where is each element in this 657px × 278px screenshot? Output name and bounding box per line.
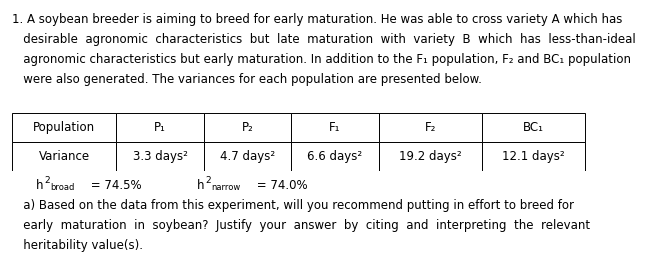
- Bar: [12, 113, 116, 142]
- Text: broad: broad: [51, 183, 75, 192]
- Text: a) Based on the data from this experiment, will you recommend putting in effort : a) Based on the data from this experimen…: [12, 199, 574, 212]
- Text: were also generated. The variances for each population are presented below.: were also generated. The variances for e…: [12, 73, 482, 86]
- Text: BC₁: BC₁: [523, 121, 544, 134]
- Text: heritability value(s).: heritability value(s).: [12, 239, 143, 252]
- Text: = 74.5%: = 74.5%: [87, 179, 142, 192]
- Bar: [378, 113, 482, 142]
- Text: 12.1 days²: 12.1 days²: [502, 150, 565, 163]
- Text: F₁: F₁: [329, 121, 340, 134]
- Text: F₂: F₂: [424, 121, 436, 134]
- Bar: [116, 142, 204, 171]
- Text: = 74.0%: = 74.0%: [253, 179, 307, 192]
- Text: Variance: Variance: [39, 150, 89, 163]
- Bar: [291, 142, 378, 171]
- Bar: [116, 113, 204, 142]
- Text: narrow: narrow: [212, 183, 241, 192]
- Bar: [482, 142, 585, 171]
- Bar: [204, 113, 291, 142]
- Text: 19.2 days²: 19.2 days²: [399, 150, 461, 163]
- Bar: [12, 142, 116, 171]
- Text: h: h: [36, 179, 43, 192]
- Text: 3.3 days²: 3.3 days²: [133, 150, 187, 163]
- Text: desirable  agronomic  characteristics  but  late  maturation  with  variety  B  : desirable agronomic characteristics but …: [12, 33, 635, 46]
- Text: P₁: P₁: [154, 121, 166, 134]
- Text: h: h: [197, 179, 204, 192]
- Bar: [482, 113, 585, 142]
- Text: Population: Population: [33, 121, 95, 134]
- Text: 6.6 days²: 6.6 days²: [307, 150, 363, 163]
- Bar: [378, 142, 482, 171]
- Text: early  maturation  in  soybean?  Justify  your  answer  by  citing  and  interpr: early maturation in soybean? Justify you…: [12, 219, 590, 232]
- Bar: [291, 113, 378, 142]
- Text: 2: 2: [44, 176, 50, 185]
- Bar: [204, 142, 291, 171]
- Text: P₂: P₂: [242, 121, 254, 134]
- Text: 1. A soybean breeder is aiming to breed for early maturation. He was able to cro: 1. A soybean breeder is aiming to breed …: [12, 13, 622, 26]
- Text: 4.7 days²: 4.7 days²: [220, 150, 275, 163]
- Text: agronomic characteristics but early maturation. In addition to the F₁ population: agronomic characteristics but early matu…: [12, 53, 631, 66]
- Text: 2: 2: [205, 176, 211, 185]
